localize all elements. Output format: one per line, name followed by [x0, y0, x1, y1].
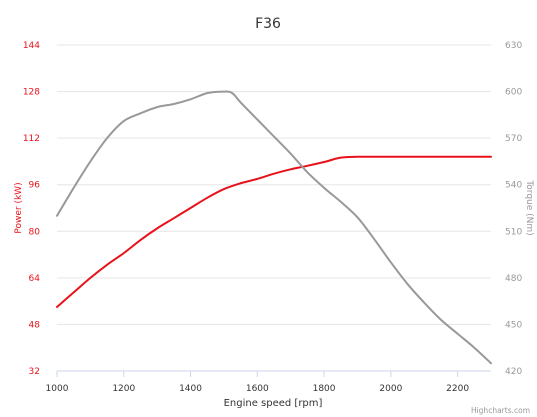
left-tick-label: 64: [29, 274, 41, 284]
right-tick-label: 600: [505, 88, 522, 98]
left-tick-label: 96: [29, 181, 41, 191]
right-tick-label: 630: [505, 41, 522, 51]
x-tick-label: 1000: [46, 384, 69, 394]
x-tick-label: 2200: [446, 384, 469, 394]
series-layer: [56, 90, 492, 365]
left-tick-label: 32: [29, 367, 40, 377]
right-tick-label: 570: [505, 134, 522, 144]
left-tick-label: 112: [23, 134, 40, 144]
x-tick-label: 2000: [379, 384, 402, 394]
x-tick-label: 1600: [246, 384, 269, 394]
x-tick-label: 1400: [179, 384, 202, 394]
right-axis-ticks: 420 450 480 510 540 570 600 630: [505, 41, 522, 377]
x-tick-label: 1800: [313, 384, 336, 394]
series-line-power[interactable]: [56, 155, 492, 308]
left-tick-label: 48: [29, 320, 41, 330]
right-tick-label: 420: [505, 367, 522, 377]
gridlines: [57, 44, 491, 325]
right-tick-label: 540: [505, 181, 522, 191]
right-axis-label: Torque (Nm): [524, 179, 534, 235]
left-tick-label: 128: [23, 88, 40, 98]
x-axis-label: Engine speed [rpm]: [224, 398, 323, 409]
right-tick-label: 480: [505, 274, 522, 284]
left-axis-ticks: 32 48 64 80 96 112 128 144: [23, 41, 40, 377]
left-axis-label: Power (kW): [14, 182, 24, 233]
left-tick-label: 144: [23, 41, 40, 51]
x-tick-label: 1200: [112, 384, 135, 394]
series-line-torque[interactable]: [56, 90, 492, 365]
right-tick-label: 450: [505, 320, 522, 330]
chart-title: F36: [255, 16, 281, 32]
left-tick-label: 80: [29, 227, 41, 237]
highcharts-credits-link[interactable]: Highcharts.com: [471, 406, 530, 415]
right-tick-label: 510: [505, 227, 522, 237]
x-axis-ticks: 1000 1200 1400 1600 1800 2000 2200: [46, 371, 469, 394]
